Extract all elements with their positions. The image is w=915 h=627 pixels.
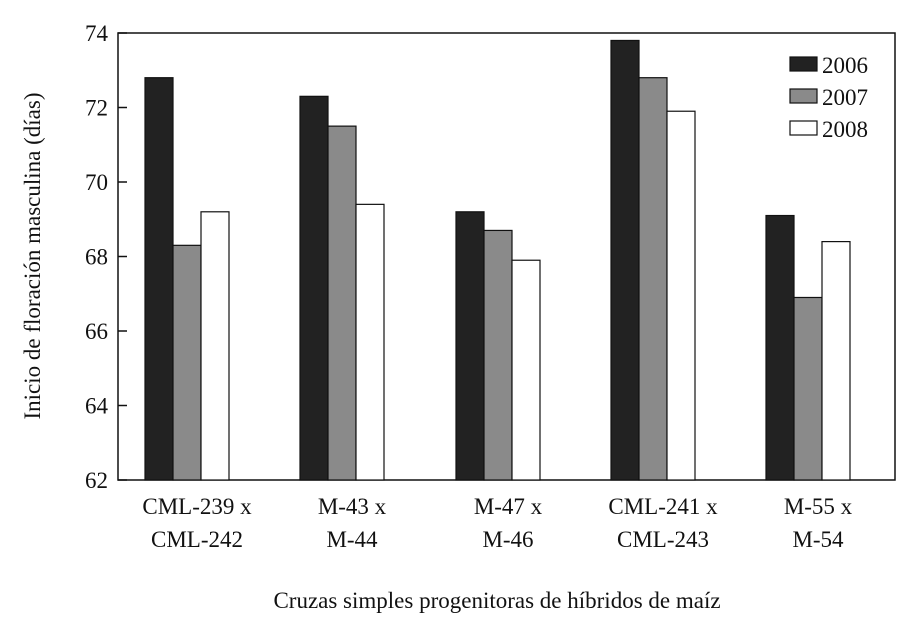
x-category-label: M-54	[792, 527, 844, 552]
bar-2006-cat-2	[299, 95, 329, 481]
bar-2007-cat-4	[638, 77, 668, 481]
y-tick-label: 74	[85, 21, 109, 46]
x-category-label: CML-239 x	[142, 494, 252, 519]
legend-swatch-2006	[789, 56, 818, 72]
x-axis-title: Cruzas simples progenitoras de híbridos …	[273, 588, 720, 613]
y-tick-label: 66	[85, 319, 108, 344]
y-tick-label: 72	[85, 96, 108, 121]
x-category-label: M-43 x	[318, 494, 387, 519]
bar-2008-cat-3	[511, 259, 541, 481]
y-tick-label: 68	[85, 245, 108, 270]
x-axis-categories: CML-239 x CML-242 M-43 x M-44 M-47 x M-46 CML-…	[142, 494, 852, 552]
bar-2007-cat-5	[793, 296, 823, 481]
bar-2007-cat-3	[483, 229, 513, 481]
x-category-label: M-47 x	[474, 494, 543, 519]
bar-2006-cat-4	[610, 39, 640, 481]
y-tick-label: 70	[85, 170, 108, 195]
legend-swatch-2007	[789, 88, 818, 104]
legend: 2006 2007 2008	[789, 53, 868, 142]
bar-2007-cat-2	[327, 125, 357, 481]
x-category-label: CML-242	[151, 527, 243, 552]
x-category-label: CML-241 x	[608, 494, 718, 519]
bar-2008-cat-2	[355, 203, 385, 481]
bar-2006-cat-1	[144, 77, 174, 481]
bar-2007-cat-1	[172, 244, 202, 481]
bar-2006-cat-3	[455, 211, 485, 481]
bars	[144, 39, 851, 481]
y-tick-label: 64	[85, 394, 109, 419]
x-category-label: M-44	[326, 527, 378, 552]
bar-2006-cat-5	[765, 214, 795, 481]
legend-label-2007: 2007	[822, 85, 868, 110]
bar-2008-cat-4	[666, 110, 696, 481]
bar-2008-cat-5	[821, 241, 851, 481]
bar-2008-cat-1	[200, 211, 230, 481]
x-category-label: M-55 x	[784, 494, 853, 519]
legend-label-2008: 2008	[822, 117, 868, 142]
y-axis: 62 64 66 68 70 72 74	[85, 21, 127, 493]
x-category-label: M-46	[482, 527, 533, 552]
legend-label-2006: 2006	[822, 53, 868, 78]
y-axis-title: Inicio de floración masculina (días)	[20, 93, 45, 420]
y-tick-label: 62	[85, 468, 108, 493]
x-category-label: CML-243	[617, 527, 709, 552]
legend-swatch-2008	[789, 120, 818, 136]
